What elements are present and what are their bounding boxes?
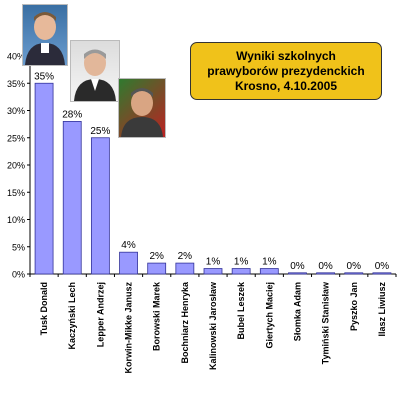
category-label: Giertych Maciej [264,282,274,349]
data-label: 2% [149,251,164,262]
bar [119,251,138,275]
bar [316,272,336,275]
y-tick-label: 30% [7,106,25,116]
y-tick-label: 25% [7,133,25,143]
bar [90,137,110,275]
category-label: Kalinowski Jarosław [208,281,218,370]
bar [34,82,54,275]
data-label: 1% [262,257,277,268]
candidate-photo-tusk [22,4,68,66]
y-tick-label: 20% [7,161,25,171]
category-label: Borowski Marek [152,281,162,351]
data-label: 28% [62,109,82,120]
candidate-photo-kaczynski [70,40,120,102]
y-tick-label: 10% [7,215,25,225]
bar [288,272,307,275]
bar [372,272,392,275]
y-tick-label: 40% [7,52,25,62]
y-tick-label: 35% [7,79,25,89]
data-label: 2% [178,251,193,262]
chart-title-line2: prawyborów prezydenckich [207,63,365,78]
bar [259,268,279,275]
data-label: 0% [318,261,333,272]
bar [147,262,167,275]
bar [175,262,195,275]
category-label: Pyszko Jan [349,282,359,331]
category-label: Słomka Adam [292,282,302,341]
bar [203,268,223,275]
y-tick-label: 5% [12,242,25,252]
data-label: 0% [375,261,390,272]
bar [231,268,251,275]
candidate-photo-lepper [118,78,166,138]
bar [344,272,364,275]
category-label: Tusk Donald [39,282,49,335]
bar [62,121,82,275]
chart-title-box: Wyniki szkolnych prawyborów prezydenckic… [190,42,382,100]
y-tick-label: 15% [7,188,25,198]
data-label: 25% [90,126,110,137]
data-label: 0% [347,261,362,272]
category-label: Bochniarz Henryka [180,281,190,364]
data-label: 1% [234,257,249,268]
chart-title-line1: Wyniki szkolnych [236,48,336,63]
category-label: Bubel Leszek [236,281,246,340]
data-label: 4% [121,240,136,251]
category-label: Tymiński Stanisław [321,281,331,364]
category-label: Korwin-Mikke Janusz [124,282,134,374]
category-label: Lepper Andrzej [95,282,105,347]
category-label: Kaczyński Lech [67,282,77,350]
data-label: 0% [290,261,305,272]
chart-title-line3: Krosno, 4.10.2005 [234,78,338,93]
category-label: Ilasz Liwiusz [377,282,387,337]
y-tick-label: 0% [12,270,25,280]
data-label: 1% [206,257,221,268]
data-label: 35% [34,71,54,82]
